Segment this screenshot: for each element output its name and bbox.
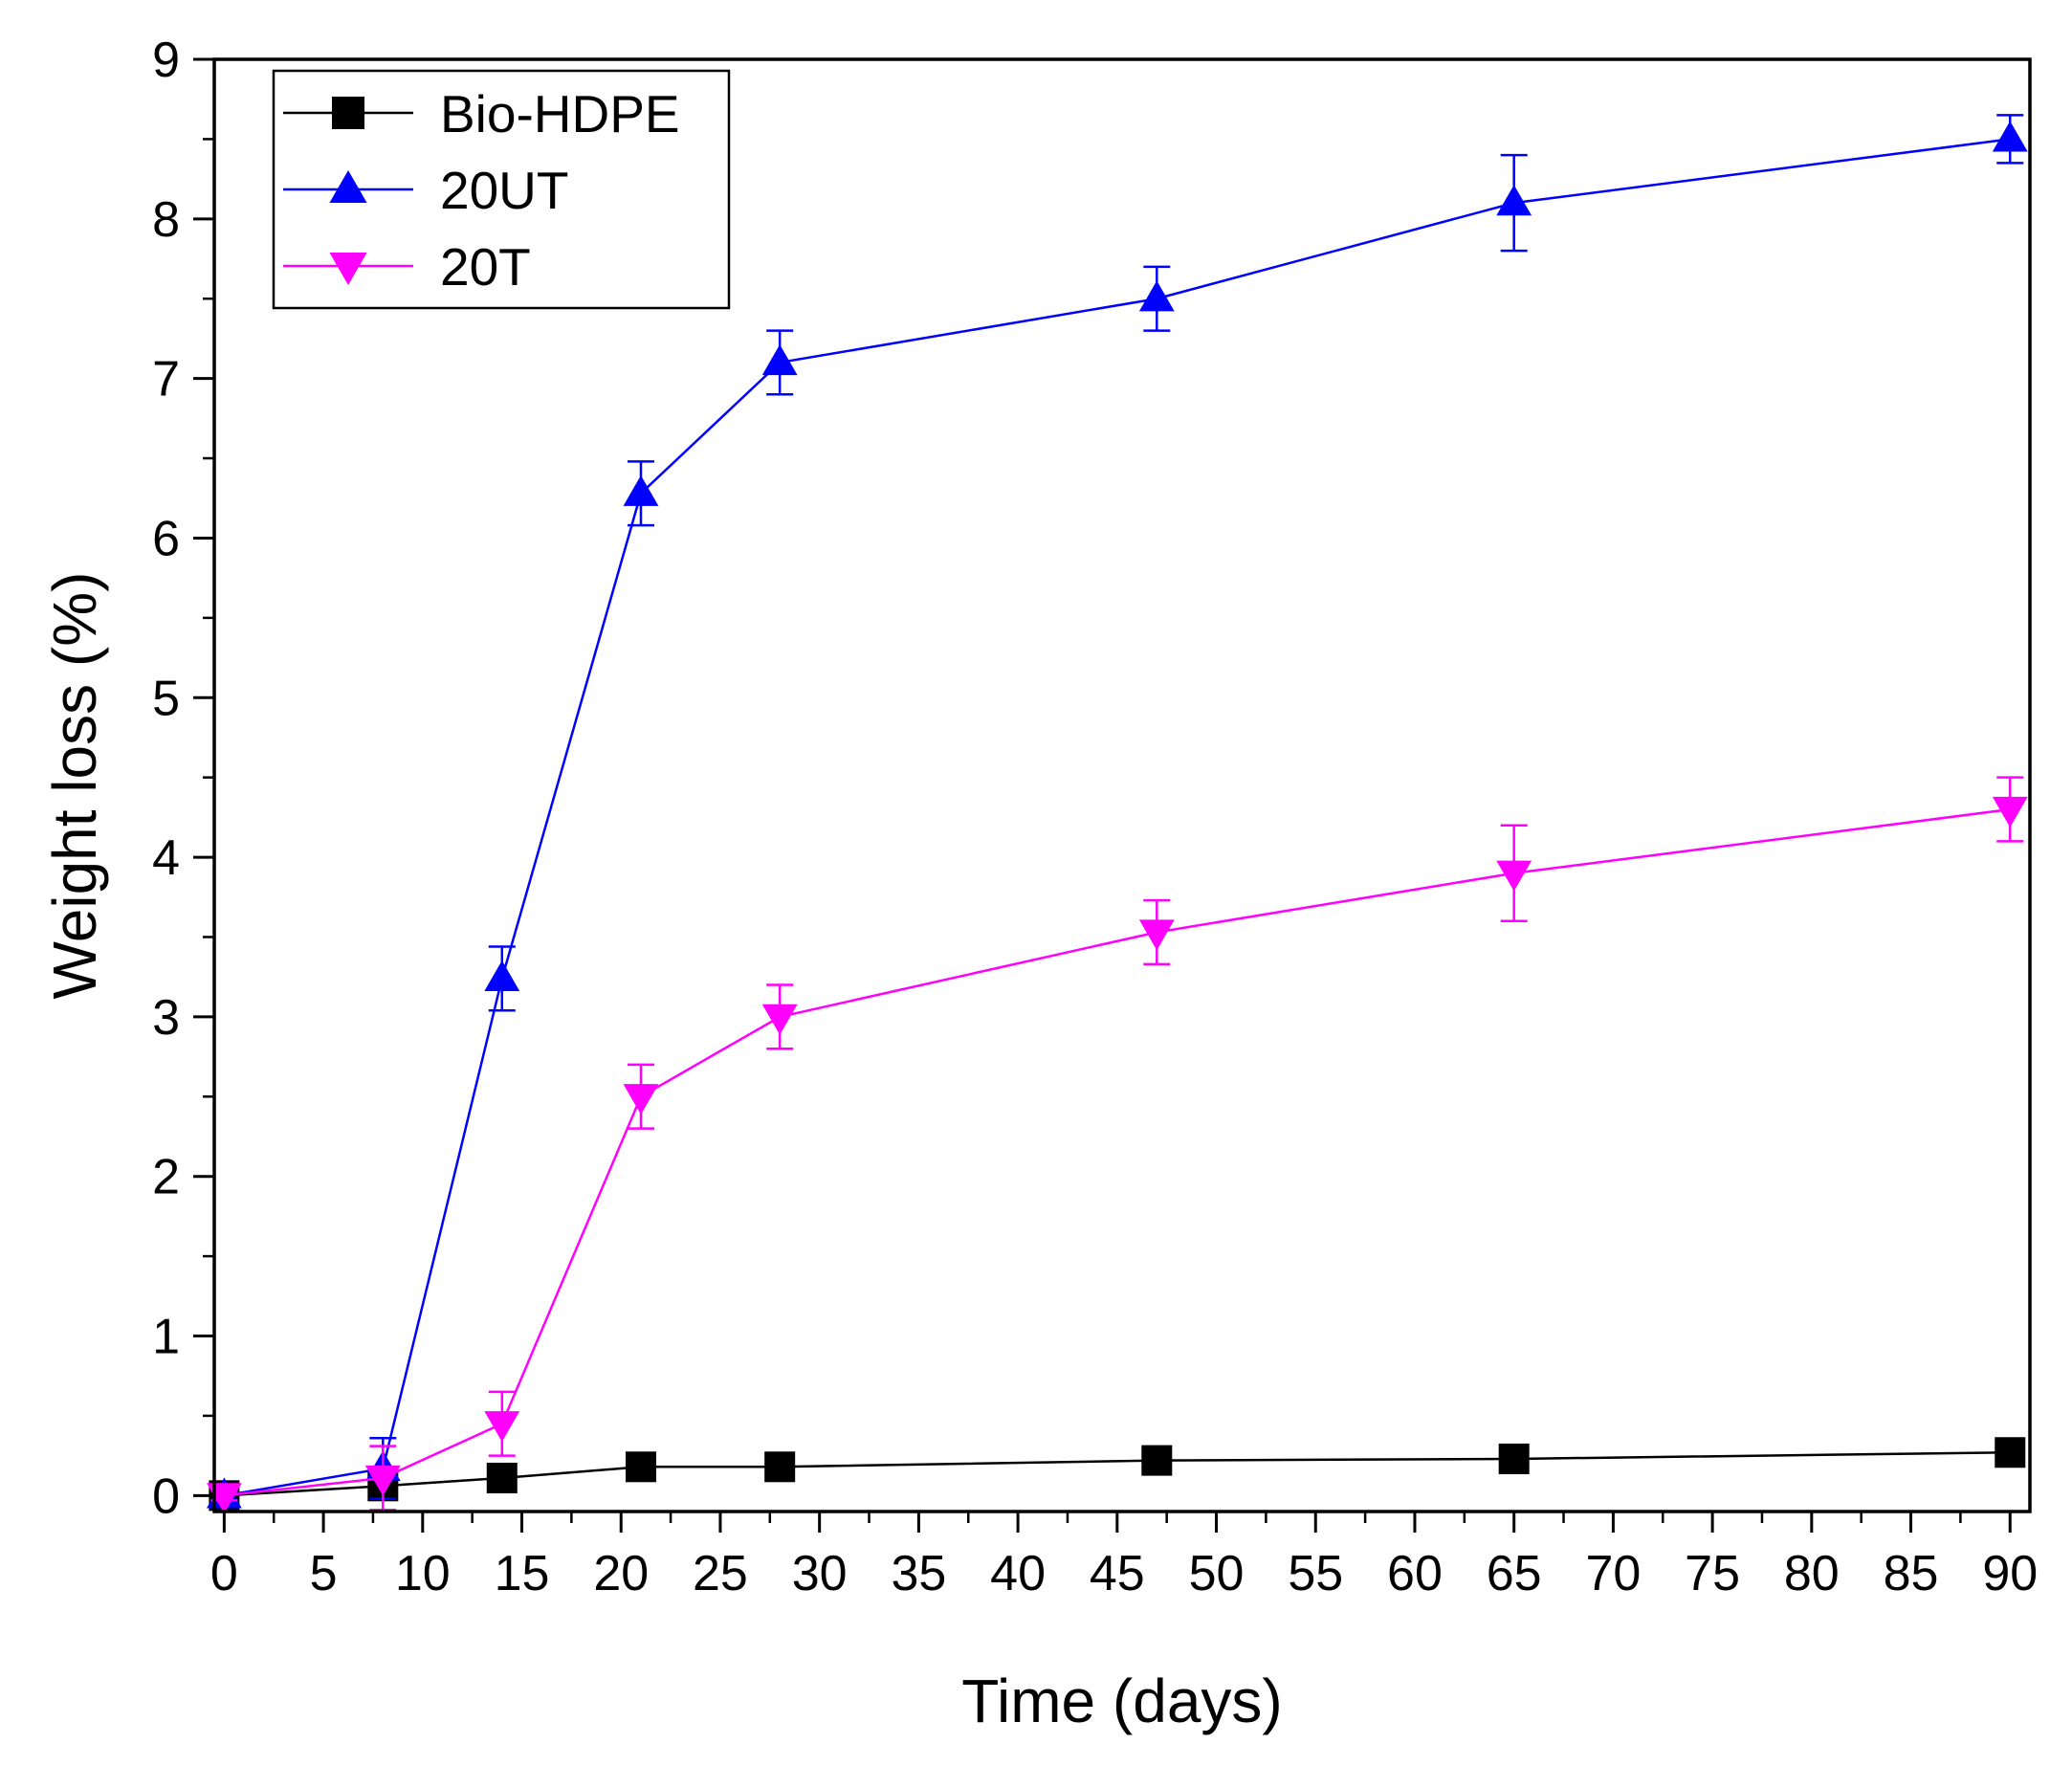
x-tick-label: 65 (1487, 1546, 1542, 1601)
y-tick-label: 7 (152, 352, 180, 408)
x-tick-label: 85 (1884, 1546, 1939, 1601)
data-series (206, 114, 2028, 1514)
y-tick-label: 5 (152, 671, 180, 726)
legend-item: Bio-HDPE (283, 84, 680, 143)
x-tick-label: 55 (1288, 1546, 1343, 1601)
x-tick-label: 5 (310, 1546, 338, 1601)
data-point (484, 1411, 520, 1443)
series-line (224, 138, 2011, 1497)
data-point (364, 1465, 401, 1496)
legend-label: 20T (440, 237, 531, 297)
data-point (1498, 1443, 1530, 1474)
y-axis-title: Weight loss (%) (40, 572, 109, 1000)
x-tick-label: 25 (693, 1546, 748, 1601)
series-line (224, 807, 2011, 1497)
x-tick-label: 30 (792, 1546, 848, 1601)
legend-items: Bio-HDPE 20UT 20T (283, 84, 680, 297)
x-axis-title: Time (days) (961, 1667, 1282, 1735)
x-tick-label: 0 (210, 1546, 238, 1601)
legend-item: 20UT (283, 161, 569, 220)
x-tick-label: 40 (990, 1546, 1046, 1601)
x-tick-label: 20 (593, 1546, 649, 1601)
data-point (1138, 919, 1175, 951)
data-point (1992, 121, 2028, 152)
data-point (761, 344, 798, 376)
legend-label: Bio-HDPE (440, 84, 680, 143)
legend-marker (329, 169, 367, 203)
legend-item: 20T (283, 237, 531, 297)
legend-marker (332, 97, 364, 129)
data-point (1496, 185, 1532, 216)
data-point (1138, 280, 1175, 312)
legend: Bio-HDPE 20UT 20T (272, 69, 731, 310)
y-tick-label: 4 (152, 830, 180, 886)
data-point (625, 1451, 656, 1483)
y-tick-label: 9 (152, 33, 180, 88)
y-tick-label: 6 (152, 511, 180, 566)
x-tick-label: 75 (1685, 1546, 1740, 1601)
data-point (1496, 860, 1532, 892)
legend-marker (329, 253, 367, 286)
y-tick-label: 1 (152, 1310, 180, 1365)
data-point (764, 1451, 796, 1483)
data-point (623, 475, 659, 506)
data-point (761, 1004, 798, 1035)
x-tick-label: 80 (1784, 1546, 1840, 1601)
x-tick-label: 70 (1585, 1546, 1641, 1601)
x-tick-label: 10 (395, 1546, 451, 1601)
y-tick-label: 2 (152, 1150, 180, 1205)
x-tick-label: 90 (1982, 1546, 2038, 1601)
series-20t (206, 776, 2028, 1514)
data-point (623, 1084, 659, 1115)
data-point (1141, 1445, 1173, 1476)
y-tick-label: 0 (152, 1468, 180, 1524)
x-tick-label: 60 (1387, 1546, 1443, 1601)
data-point (484, 960, 520, 991)
x-tick-label: 15 (495, 1546, 550, 1601)
legend-label: 20UT (440, 161, 569, 220)
plot-frame (212, 57, 2032, 1513)
data-point (1995, 1437, 2026, 1468)
data-point (486, 1462, 518, 1493)
series-line (224, 1451, 2011, 1497)
x-tick-label: 35 (891, 1546, 946, 1601)
x-tick-label: 50 (1189, 1546, 1245, 1601)
x-tick-label: 45 (1090, 1546, 1145, 1601)
data-point (1992, 796, 2028, 828)
axis-ticks: 0 5 10 15 20 25 30 35 40 45 50 55 60 65 70 75 80 85 900123… (152, 33, 2038, 1601)
y-tick-label: 8 (152, 192, 180, 248)
y-tick-label: 3 (152, 990, 180, 1046)
